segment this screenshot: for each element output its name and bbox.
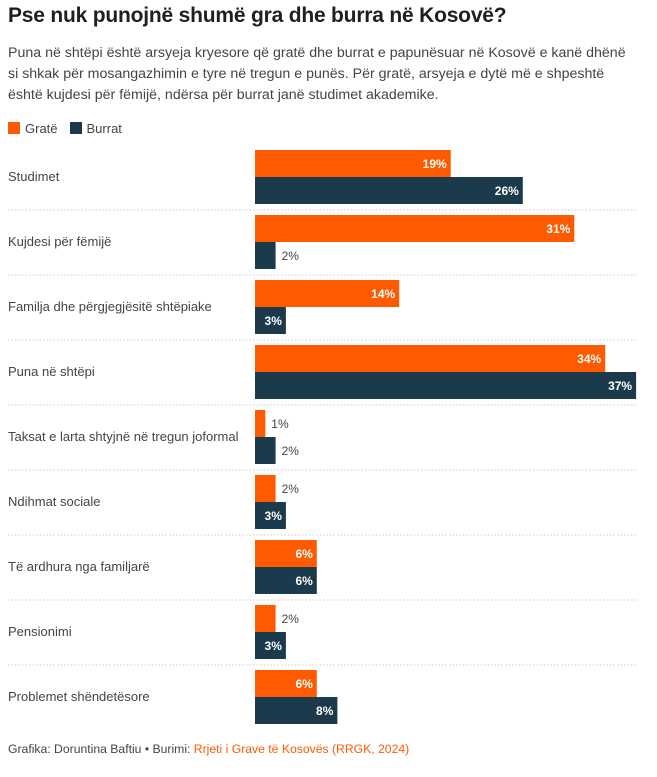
category-label: Ndihmat sociale bbox=[8, 494, 101, 509]
bar bbox=[255, 150, 451, 177]
data-label: 8% bbox=[316, 704, 334, 718]
bar bbox=[255, 475, 276, 502]
legend-swatch-men bbox=[69, 122, 82, 134]
legend-label-women: Gratë bbox=[25, 120, 58, 136]
bar bbox=[255, 632, 286, 659]
bar bbox=[255, 215, 575, 242]
legend-item-women: Gratë bbox=[8, 121, 58, 136]
data-label: 6% bbox=[295, 677, 313, 691]
legend-label-men: Burrat bbox=[86, 120, 122, 136]
data-label: 2% bbox=[282, 482, 300, 496]
bar bbox=[255, 177, 523, 204]
data-label: 34% bbox=[577, 352, 601, 366]
category-label: Kujdesi për fëmijë bbox=[8, 234, 111, 249]
footer: Grafika: Doruntina Baftiu • Burimi: Rrje… bbox=[8, 742, 409, 756]
data-label: 31% bbox=[546, 222, 570, 236]
data-label: 26% bbox=[495, 184, 519, 198]
category-label: Taksat e larta shtyjnë në tregun joforma… bbox=[8, 429, 239, 444]
bar bbox=[255, 697, 338, 724]
category-label: Problemet shëndetësore bbox=[8, 689, 150, 704]
legend-swatch-women bbox=[8, 122, 20, 134]
bar bbox=[255, 280, 400, 307]
category-label: Pensionimi bbox=[8, 624, 72, 639]
chart-title: Pse nuk punojnë shumë gra dhe burra në K… bbox=[8, 4, 507, 27]
bar bbox=[255, 502, 286, 529]
data-label: 3% bbox=[265, 639, 283, 653]
bar bbox=[255, 307, 286, 334]
data-label: 6% bbox=[295, 547, 313, 561]
category-label: Studimet bbox=[8, 169, 60, 184]
category-label: Të ardhura nga familjarë bbox=[8, 559, 150, 574]
data-label: 3% bbox=[265, 509, 283, 523]
data-label: 14% bbox=[371, 287, 395, 301]
bar bbox=[255, 540, 317, 567]
bar bbox=[255, 567, 317, 594]
data-label: 2% bbox=[282, 612, 300, 626]
legend-item-men: Burrat bbox=[69, 120, 122, 136]
data-label: 19% bbox=[423, 157, 447, 171]
legend: Gratë Burrat bbox=[8, 120, 134, 136]
bar bbox=[255, 605, 276, 632]
data-label: 3% bbox=[265, 314, 283, 328]
data-label: 37% bbox=[608, 379, 632, 393]
data-label: 2% bbox=[282, 249, 300, 263]
bar bbox=[255, 410, 266, 437]
bar bbox=[255, 242, 276, 269]
data-label: 6% bbox=[295, 574, 313, 588]
bar bbox=[255, 670, 317, 697]
bar bbox=[255, 372, 637, 399]
data-label: 2% bbox=[282, 444, 300, 458]
chart-subtitle: Puna në shtëpi është arsyeja kryesore që… bbox=[8, 45, 626, 103]
bar bbox=[255, 345, 606, 372]
category-label: Familja dhe përgjegjësitë shtëpiake bbox=[8, 299, 212, 314]
bar-chart: Studimet 19% 26% Kujdesi për fëmijë 31% 2% Fam… bbox=[8, 150, 637, 724]
footer-source: Rrjeti i Grave të Kosovës (RRGK, 2024) bbox=[193, 742, 410, 756]
bar bbox=[255, 437, 276, 464]
data-label: 1% bbox=[271, 417, 289, 431]
footer-credit: Grafika: Doruntina Baftiu • Burimi: bbox=[8, 742, 194, 756]
category-label: Puna në shtëpi bbox=[8, 364, 95, 379]
